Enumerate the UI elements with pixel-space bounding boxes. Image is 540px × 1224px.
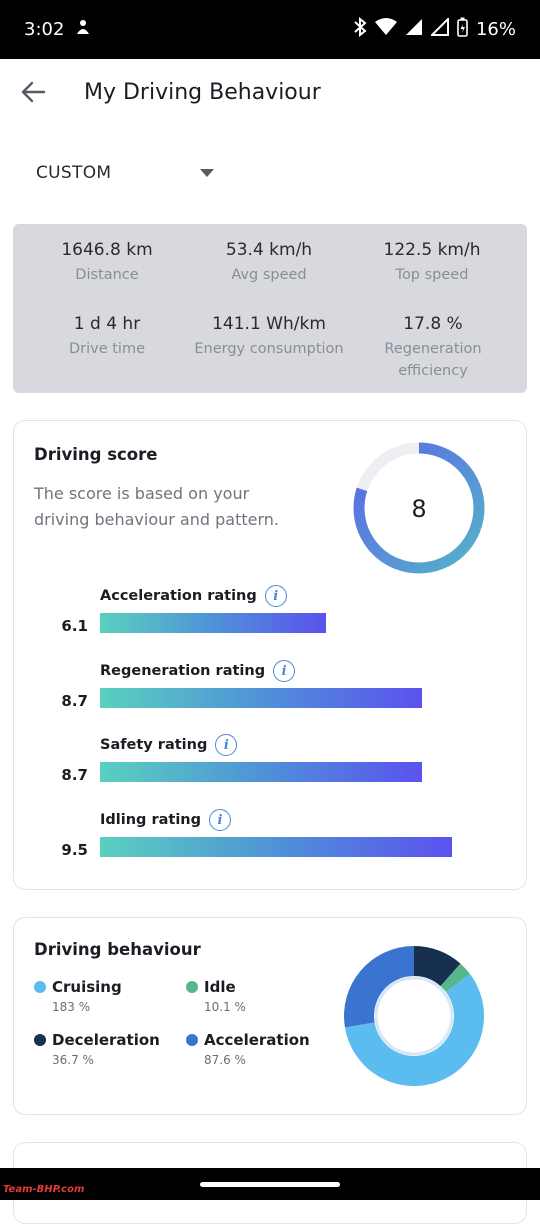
- stat-value: 17.8 %: [403, 314, 463, 334]
- back-button[interactable]: [16, 75, 50, 109]
- rating-value: 8.7: [61, 692, 88, 710]
- stat-label: Avg speed: [231, 267, 307, 283]
- legend-pct: 183 %: [52, 1000, 91, 1014]
- rating-bar-track: [100, 613, 470, 633]
- rating-label: Idling rating i: [100, 809, 232, 831]
- donut-slice-deceleration: [414, 946, 461, 987]
- stat-label: Energy consumption: [194, 341, 344, 357]
- score-gauge: 8: [353, 442, 485, 574]
- legend-dot: [34, 981, 46, 993]
- notification-icon: [74, 18, 92, 41]
- wifi-icon: [374, 18, 397, 41]
- period-dropdown[interactable]: CUSTOM: [20, 155, 230, 191]
- trip-stats-card: 1646.8 km Distance 53.4 km/h Avg speed 1…: [13, 224, 527, 393]
- stat-energy-consumption: 141.1 Wh/km Energy consumption: [184, 314, 354, 360]
- info-icon[interactable]: i: [209, 809, 232, 831]
- stat-avg-speed: 53.4 km/h Avg speed: [184, 240, 354, 286]
- driving-score-card: Driving score The score is based on your…: [13, 420, 527, 890]
- rating-bar-track: [100, 688, 470, 708]
- stat-label: Top speed: [395, 267, 469, 283]
- driving-behaviour-card: Driving behaviour Cruising 183 % Idle 10…: [13, 917, 527, 1115]
- rating-label-text: Regeneration rating: [100, 663, 266, 679]
- legend-deceleration: Deceleration 36.7 %: [34, 1031, 184, 1067]
- info-icon[interactable]: i: [215, 734, 238, 756]
- page-title: My Driving Behaviour: [84, 79, 321, 105]
- stat-top-speed: 122.5 km/h Top speed: [347, 240, 517, 286]
- rating-label-text: Acceleration rating: [100, 588, 257, 604]
- donut-hole: [374, 976, 454, 1056]
- driving-score-description: The score is based on your driving behav…: [34, 484, 279, 529]
- donut-slice-idle: [440, 963, 471, 993]
- stat-value: 1 d 4 hr: [73, 314, 141, 334]
- legend-dot: [186, 1034, 198, 1046]
- watermark: Team-BHP.com: [3, 1184, 84, 1195]
- info-icon[interactable]: i: [264, 585, 287, 607]
- rating-label: Acceleration rating i: [100, 585, 287, 607]
- rating-label-text: Idling rating: [100, 812, 202, 828]
- rating-bar: [100, 613, 326, 633]
- regeneration-rating-row: 8.7 Regeneration rating i: [14, 660, 524, 730]
- rating-bar: [100, 762, 422, 782]
- donut-slice-cruising: [344, 974, 484, 1086]
- stat-label: Drive time: [68, 341, 146, 357]
- watermark-brand: Team-BHP.com: [3, 1184, 85, 1195]
- navigation-bar: [0, 1168, 540, 1200]
- gauge-arc: [353, 442, 485, 574]
- signal-icon-2: [429, 16, 449, 41]
- rating-value: 9.5: [61, 841, 88, 859]
- legend-dot: [34, 1034, 46, 1046]
- stat-value: 141.1 Wh/km: [212, 314, 326, 334]
- legend-pct: 36.7 %: [52, 1053, 94, 1067]
- rating-bar: [100, 688, 422, 708]
- legend-idle: Idle 10.1 %: [186, 978, 336, 1014]
- home-gesture-handle[interactable]: [200, 1182, 340, 1187]
- legend-acceleration: Acceleration 87.6 %: [186, 1031, 336, 1067]
- legend-pct: 10.1 %: [204, 1000, 246, 1014]
- caret-down-icon: [200, 169, 214, 177]
- legend-pct: 87.6 %: [204, 1053, 246, 1067]
- rating-bar-track: [100, 762, 470, 782]
- driving-score-title: Driving score: [34, 445, 158, 464]
- behaviour-donut-chart: [344, 946, 484, 1086]
- stat-value: 1646.8 km: [61, 240, 153, 260]
- safety-rating-row: 8.7 Safety rating i: [14, 734, 524, 804]
- period-dropdown-value: CUSTOM: [36, 163, 112, 183]
- rating-value: 6.1: [61, 617, 88, 635]
- rating-bar: [100, 837, 452, 857]
- app-bar: My Driving Behaviour: [0, 59, 540, 125]
- signal-icon: [405, 18, 423, 41]
- rating-label-text: Safety rating: [100, 737, 208, 753]
- battery-icon: [457, 17, 468, 42]
- stat-drive-time: 1 d 4 hr Drive time: [22, 314, 192, 360]
- rating-label: Safety rating i: [100, 734, 238, 756]
- rating-value: 8.7: [61, 766, 88, 784]
- legend-label: Idle: [204, 978, 236, 996]
- stat-label: Distance: [75, 267, 139, 283]
- bluetooth-icon: [353, 16, 367, 42]
- donut-slice-acceleration: [344, 946, 414, 1028]
- rating-label: Regeneration rating i: [100, 660, 296, 682]
- stat-value: 122.5 km/h: [383, 240, 481, 260]
- status-time: 3:02: [24, 19, 65, 40]
- acceleration-rating-row: 6.1 Acceleration rating i: [14, 585, 524, 655]
- legend-label: Acceleration: [204, 1031, 310, 1049]
- status-bar: 3:02 16%: [0, 0, 540, 59]
- info-icon[interactable]: i: [273, 660, 296, 682]
- arrow-left-icon: [21, 81, 46, 103]
- legend-label: Cruising: [52, 978, 122, 996]
- legend-dot: [186, 981, 198, 993]
- stat-distance: 1646.8 km Distance: [22, 240, 192, 286]
- idling-rating-row: 9.5 Idling rating i: [14, 809, 524, 879]
- score-value: 8: [411, 495, 426, 523]
- driving-behaviour-title: Driving behaviour: [34, 940, 201, 959]
- battery-percent: 16%: [475, 19, 516, 40]
- stat-label: Regeneration efficiency: [384, 341, 482, 379]
- legend-label: Deceleration: [52, 1031, 160, 1049]
- stat-regeneration-efficiency: 17.8 % Regeneration efficiency: [347, 314, 519, 382]
- legend-cruising: Cruising 183 %: [34, 978, 184, 1014]
- rating-bar-track: [100, 837, 470, 857]
- stat-value: 53.4 km/h: [225, 240, 313, 260]
